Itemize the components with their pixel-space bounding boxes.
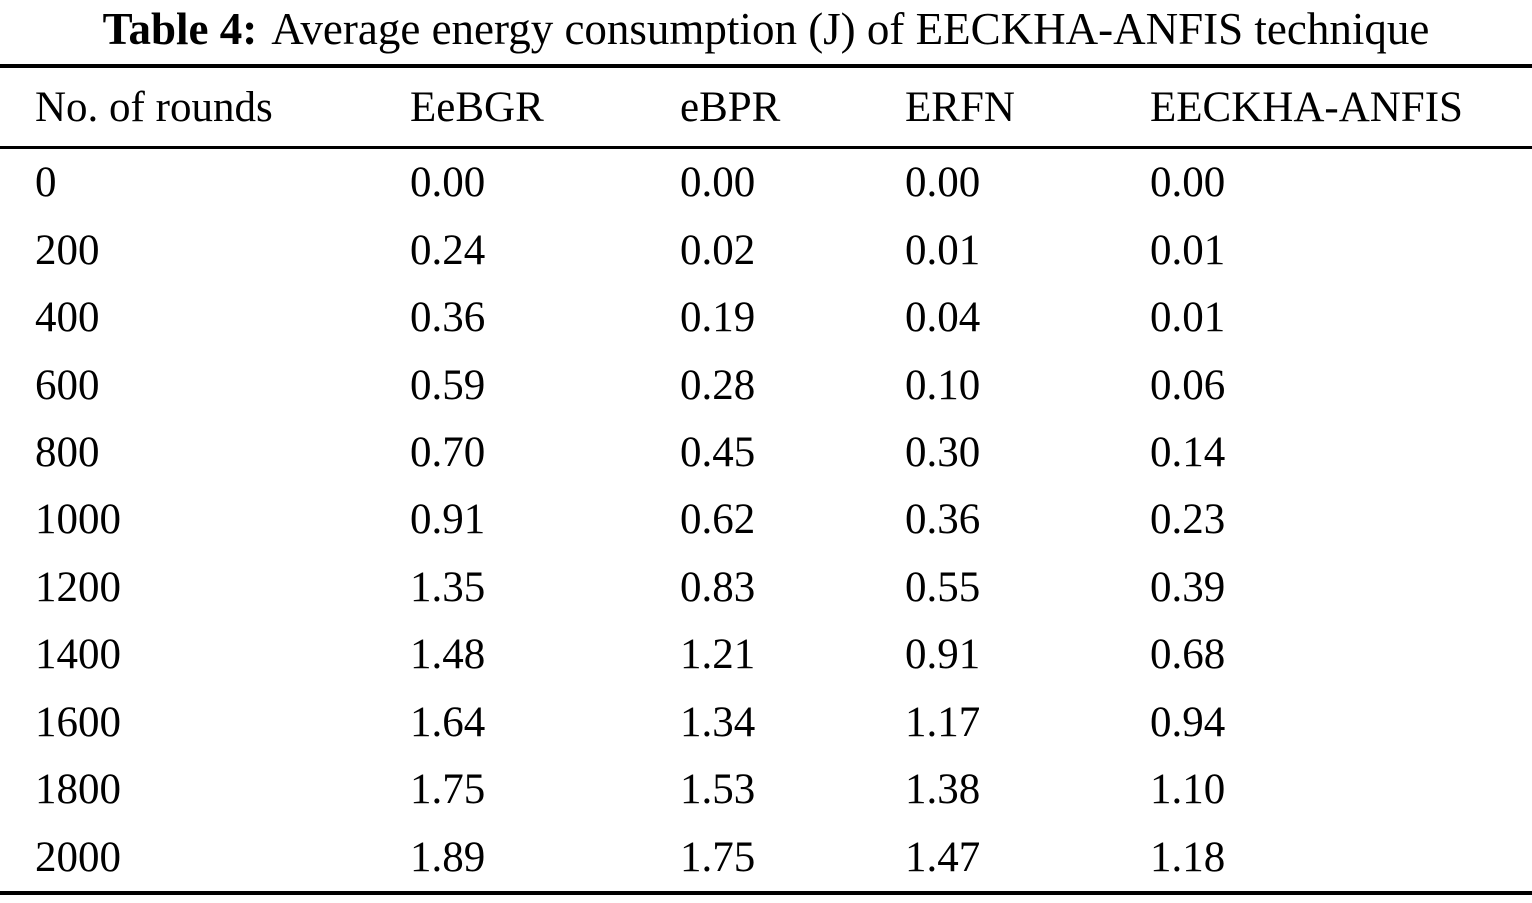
table-cell: 0.24: [410, 226, 486, 274]
table-cell: 0.39: [1150, 563, 1226, 611]
table-cell: 1.21: [680, 631, 756, 679]
table-cell: 600: [35, 361, 100, 409]
column-header: EECKHA-ANFIS: [1150, 83, 1463, 131]
table-row: 0 0.00 0.00 0.00 0.00: [0, 149, 1532, 216]
top-rule: [0, 64, 1532, 68]
table-cell: 0.02: [680, 226, 756, 274]
table-cell: 0.00: [1150, 159, 1226, 207]
column-header: ERFN: [905, 83, 1015, 131]
table-cell: 0.14: [1150, 429, 1226, 477]
column-header: eBPR: [680, 83, 781, 131]
table-cell: 1400: [35, 631, 121, 679]
table-cell: 1.47: [905, 833, 981, 881]
table-cell: 1.75: [680, 833, 756, 881]
header-rule: [0, 146, 1532, 149]
bottom-rule: [0, 891, 1532, 895]
table-row: 1200 1.35 0.83 0.55 0.39: [0, 554, 1532, 621]
table-cell: 0.28: [680, 361, 756, 409]
table-cell: 0.36: [410, 294, 486, 342]
table-cell: 1.64: [410, 698, 486, 746]
table-cell: 0.30: [905, 429, 981, 477]
table-cell: 1.34: [680, 698, 756, 746]
table-cell: 0.59: [410, 361, 486, 409]
column-header: No. of rounds: [35, 83, 273, 131]
table-row: 1800 1.75 1.53 1.38 1.10: [0, 756, 1532, 823]
table-cell: 0.00: [410, 159, 486, 207]
table-cell: 0.55: [905, 563, 981, 611]
table-cell: 1.75: [410, 766, 486, 814]
table-row: 600 0.59 0.28 0.10 0.06: [0, 351, 1532, 418]
table-cell: 0.00: [905, 159, 981, 207]
table-cell: 1.10: [1150, 766, 1226, 814]
table-cell: 400: [35, 294, 100, 342]
table-cell: 0.01: [905, 226, 981, 274]
table-cell: 0.83: [680, 563, 756, 611]
table-cell: 1.89: [410, 833, 486, 881]
table-cell: 0.23: [1150, 496, 1226, 544]
table-row: 200 0.24 0.02 0.01 0.01: [0, 216, 1532, 283]
table-cell: 0.45: [680, 429, 756, 477]
column-header: EeBGR: [410, 83, 544, 131]
table-cell: 0.01: [1150, 294, 1226, 342]
table-cell: 0.10: [905, 361, 981, 409]
table-cell: 1800: [35, 766, 121, 814]
table-cell: 1600: [35, 698, 121, 746]
table-cell: 1.18: [1150, 833, 1226, 881]
table-row: 2000 1.89 1.75 1.47 1.18: [0, 824, 1532, 891]
table-caption-label: Table 4:: [102, 4, 258, 54]
table-caption: Table 4: Average energy consumption (J) o…: [0, 0, 1532, 58]
table-cell: 0.00: [680, 159, 756, 207]
table-row: 1400 1.48 1.21 0.91 0.68: [0, 621, 1532, 688]
table-row: 400 0.36 0.19 0.04 0.01: [0, 284, 1532, 351]
table-cell: 0.70: [410, 429, 486, 477]
table-row: 800 0.70 0.45 0.30 0.14: [0, 419, 1532, 486]
table-cell: 0.01: [1150, 226, 1226, 274]
table-body: 0 0.00 0.00 0.00 0.00 200 0.24 0.02 0.01 0.01 400 0…: [0, 149, 1532, 891]
table-cell: 0.94: [1150, 698, 1226, 746]
table-cell: 1.17: [905, 698, 981, 746]
table-cell: 1.48: [410, 631, 486, 679]
table-cell: 0.06: [1150, 361, 1226, 409]
table-cell: 1.35: [410, 563, 486, 611]
table-cell: 1.53: [680, 766, 756, 814]
table-cell: 1000: [35, 496, 121, 544]
table-cell: 1200: [35, 563, 121, 611]
table-cell: 200: [35, 226, 100, 274]
table-cell: 0: [35, 159, 57, 207]
table-cell: 0.36: [905, 496, 981, 544]
table-caption-text: Average energy consumption (J) of EECKHA…: [271, 4, 1430, 54]
table-cell: 0.19: [680, 294, 756, 342]
table-row: 1000 0.91 0.62 0.36 0.23: [0, 486, 1532, 553]
table-cell: 0.04: [905, 294, 981, 342]
table-cell: 0.91: [410, 496, 486, 544]
table-cell: 0.91: [905, 631, 981, 679]
table-row: 1600 1.64 1.34 1.17 0.94: [0, 689, 1532, 756]
table-cell: 0.62: [680, 496, 756, 544]
table-cell: 2000: [35, 833, 121, 881]
table-header-row: No. of rounds EeBGR eBPR ERFN EECKHA-ANFIS: [0, 68, 1532, 146]
table-cell: 0.68: [1150, 631, 1226, 679]
table-cell: 800: [35, 429, 100, 477]
table-cell: 1.38: [905, 766, 981, 814]
